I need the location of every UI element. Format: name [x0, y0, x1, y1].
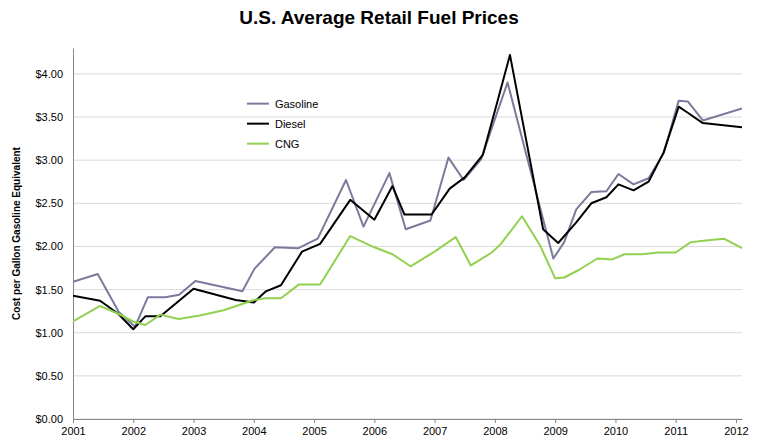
legend: Gasoline Diesel CNG: [247, 98, 318, 150]
x-tick-label: 2007: [423, 425, 447, 437]
x-tick-mark: [194, 419, 195, 423]
x-tick-mark: [435, 419, 436, 423]
y-axis-title: Cost per Gallon Gasoline Equivalent: [11, 146, 22, 319]
x-tick: 2007: [423, 419, 447, 437]
x-tick: 2010: [604, 419, 628, 437]
series-line: [73, 55, 742, 329]
y-tick-label: $3.50: [35, 111, 63, 123]
y-tick-label: $1.00: [35, 327, 63, 339]
y-axis-line: [73, 49, 74, 420]
x-tick-label: 2004: [242, 425, 266, 437]
x-tick-label: 2009: [543, 425, 567, 437]
y-tick: $1.50: [35, 284, 73, 296]
chart: U.S. Average Retail Fuel Prices $0.00 $0.5…: [0, 0, 758, 446]
x-tick-mark: [73, 419, 74, 423]
y-tick-label: $0.00: [35, 413, 63, 425]
x-tick-label: 2005: [302, 425, 326, 437]
x-tick-mark: [736, 419, 737, 423]
x-tick-label: 2010: [604, 425, 628, 437]
legend-label: CNG: [275, 138, 299, 150]
chart-title: U.S. Average Retail Fuel Prices: [239, 7, 519, 28]
y-tick: $0.50: [35, 370, 73, 382]
y-tick-label: $4.00: [35, 68, 63, 80]
grid-line: [73, 160, 742, 161]
legend-swatch: [247, 123, 269, 125]
x-tick: 2011: [664, 419, 688, 437]
series-line: [73, 216, 742, 325]
grid-line: [73, 289, 742, 290]
x-tick-label: 2003: [182, 425, 206, 437]
x-tick-mark: [254, 419, 255, 423]
x-tick-mark: [133, 419, 134, 423]
x-tick-mark: [555, 419, 556, 423]
grid-line: [73, 203, 742, 204]
grid-line: [73, 246, 742, 247]
x-axis: 2001 2002 2003 2004 2005 2006 2007 2008 2009 2010…: [61, 419, 748, 437]
x-tick-label: 2001: [61, 425, 85, 437]
x-tick: 2009: [543, 419, 567, 437]
x-tick-label: 2006: [363, 425, 387, 437]
y-tick-label: $3.00: [35, 154, 63, 166]
x-tick: 2001: [61, 419, 85, 437]
x-tick-label: 2012: [724, 425, 748, 437]
grid-line: [73, 375, 742, 376]
x-tick-label: 2011: [664, 425, 688, 437]
legend-swatch: [247, 103, 269, 105]
x-tick-mark: [615, 419, 616, 423]
x-tick: 2005: [302, 419, 326, 437]
y-tick: $4.00: [35, 68, 73, 80]
y-tick-label: $1.50: [35, 284, 63, 296]
y-tick-label: $2.50: [35, 197, 63, 209]
y-tick-label: $2.00: [35, 240, 63, 252]
plot-area: [73, 55, 742, 329]
x-tick-mark: [495, 419, 496, 423]
x-tick-label: 2008: [483, 425, 507, 437]
grid: [73, 74, 742, 419]
x-axis-line: [74, 419, 743, 420]
y-tick: $1.00: [35, 327, 73, 339]
legend-label: Diesel: [275, 118, 306, 130]
x-tick: 2008: [483, 419, 507, 437]
x-tick: 2012: [724, 419, 748, 437]
x-tick-mark: [374, 419, 375, 423]
y-tick: $3.00: [35, 154, 73, 166]
x-tick: 2002: [122, 419, 146, 437]
y-axis: $0.00 $0.50 $1.00 $1.50 $2.00 $2.50 $3.00 $3.50…: [35, 49, 73, 426]
x-tick: 2004: [242, 419, 266, 437]
grid-line: [73, 332, 742, 333]
legend-label: Gasoline: [275, 98, 318, 110]
grid-line: [73, 419, 742, 420]
legend-item: Diesel: [247, 118, 306, 130]
legend-item: CNG: [247, 138, 299, 150]
y-tick-label: $0.50: [35, 370, 63, 382]
y-tick: $2.00: [35, 240, 73, 252]
grid-line: [73, 117, 742, 118]
y-tick: $2.50: [35, 197, 73, 209]
legend-item: Gasoline: [247, 98, 318, 110]
x-tick-label: 2002: [122, 425, 146, 437]
y-tick: $3.50: [35, 111, 73, 123]
series-line: [73, 83, 742, 327]
x-tick-mark: [676, 419, 677, 423]
x-tick: 2003: [182, 419, 206, 437]
legend-swatch: [247, 143, 269, 145]
x-tick-mark: [314, 419, 315, 423]
grid-line: [73, 73, 742, 74]
x-tick: 2006: [363, 419, 387, 437]
y-tick: $0.00: [35, 413, 73, 425]
